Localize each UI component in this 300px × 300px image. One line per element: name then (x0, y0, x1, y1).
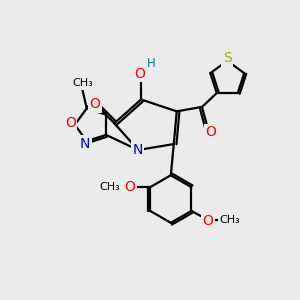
Text: O: O (65, 116, 76, 130)
Text: CH₃: CH₃ (220, 215, 240, 225)
Text: CH₃: CH₃ (72, 78, 93, 88)
Text: N: N (80, 137, 90, 151)
Text: O: O (90, 97, 101, 111)
Text: O: O (202, 214, 213, 228)
Text: O: O (206, 125, 216, 139)
Text: O: O (124, 180, 135, 194)
Text: H: H (147, 57, 156, 70)
Text: O: O (134, 67, 145, 81)
Text: N: N (132, 143, 143, 157)
Text: CH₃: CH₃ (100, 182, 121, 192)
Text: S: S (223, 52, 232, 65)
